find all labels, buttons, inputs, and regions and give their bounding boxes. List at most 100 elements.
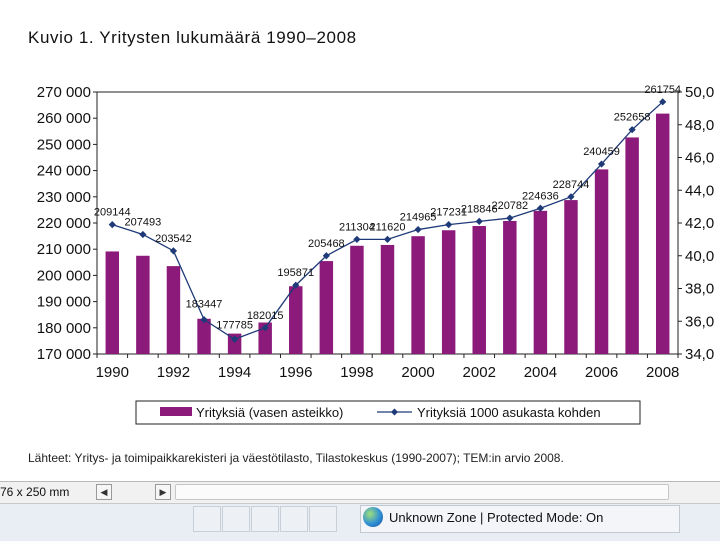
bar — [350, 245, 364, 354]
bar — [319, 261, 334, 354]
line-marker — [536, 204, 544, 212]
chart: 170 000 180 000 190 000 200 000 210 000 220 0… — [37, 84, 714, 425]
bar — [472, 226, 486, 354]
data-label: 218846 — [461, 203, 498, 215]
bar — [197, 318, 211, 354]
bar — [441, 230, 456, 354]
left-axis-label: 190 000 — [37, 294, 91, 311]
data-label: 211304 — [339, 221, 375, 233]
line-marker — [445, 221, 453, 229]
security-zone[interactable] — [360, 505, 680, 533]
bar — [227, 333, 242, 354]
left-axis-label: 180 000 — [37, 320, 91, 337]
left-axis-label: 260 000 — [37, 110, 91, 127]
x-axis-label: 2006 — [585, 364, 618, 381]
bar — [655, 113, 670, 354]
x-axis-label: 1998 — [340, 364, 373, 381]
legend-line-marker — [391, 408, 398, 416]
x-axis-label: 1990 — [96, 364, 129, 381]
bar — [136, 255, 150, 354]
bar — [411, 236, 425, 354]
line-marker — [567, 193, 575, 201]
right-axis-label: 46,0 — [685, 150, 714, 167]
left-axis-label: 210 000 — [37, 241, 91, 258]
x-axis-label: 1996 — [279, 364, 312, 381]
legend-bar-label: Yrityksiä (vasen asteikko) — [196, 405, 343, 420]
data-label: 207493 — [125, 216, 162, 228]
data-label: 203542 — [155, 233, 192, 245]
right-axis-label: 38,0 — [685, 281, 714, 298]
data-label: 211620 — [370, 221, 406, 233]
bar — [594, 169, 609, 354]
right-axis-label: 40,0 — [685, 248, 714, 265]
data-label: 177785 — [216, 319, 253, 331]
bar — [289, 286, 303, 354]
left-axis-label: 220 000 — [37, 215, 91, 232]
status-cell — [251, 506, 279, 532]
data-label: 228744 — [553, 179, 590, 191]
line-marker — [108, 221, 116, 229]
line-marker — [292, 281, 300, 289]
bar — [258, 322, 272, 354]
status-cell — [309, 506, 337, 532]
status-cell — [280, 506, 308, 532]
line-marker — [414, 225, 422, 234]
line-marker — [231, 335, 239, 343]
scroll-left-button[interactable]: ◀ — [96, 484, 112, 500]
globe-icon — [363, 507, 383, 527]
right-axis-label: 44,0 — [685, 182, 714, 199]
line-marker — [506, 214, 514, 222]
right-axis-label: 34,0 — [685, 346, 714, 363]
scroll-right-button[interactable]: ▶ — [155, 484, 171, 500]
right-axis-label: 48,0 — [685, 117, 714, 134]
x-axis-label: 1994 — [218, 364, 251, 381]
left-axis-label: 230 000 — [37, 189, 91, 206]
scroll-thumb[interactable] — [175, 484, 669, 500]
line-marker — [659, 98, 667, 106]
line-marker — [597, 160, 606, 168]
chart-title: Kuvio 1. Yritysten lukumäärä 1990–2008 — [28, 28, 357, 47]
line-marker — [322, 252, 330, 260]
page-dimensions: 76 x 250 mm — [0, 485, 70, 499]
line-marker — [628, 126, 636, 134]
x-axis-label: 2002 — [463, 364, 496, 381]
left-axis-label: 240 000 — [37, 163, 91, 180]
x-axis-label: 2008 — [646, 364, 679, 381]
status-cell — [193, 506, 221, 532]
data-label: 217231 — [430, 207, 467, 219]
data-label: 220782 — [491, 200, 528, 212]
data-label: 209144 — [94, 207, 131, 219]
left-axis-label: 170 000 — [37, 346, 91, 363]
right-axis-label: 36,0 — [685, 313, 714, 330]
bar — [380, 244, 395, 354]
data-label: 240459 — [583, 146, 620, 158]
bar — [166, 266, 181, 354]
line-marker — [383, 235, 392, 243]
x-axis-label: 2004 — [524, 364, 557, 381]
status-cell — [222, 506, 250, 532]
line-marker — [139, 230, 147, 239]
data-label: 183447 — [186, 299, 223, 311]
data-label: 214965 — [400, 212, 437, 224]
data-label: 261754 — [644, 84, 681, 96]
data-label: 182015 — [247, 310, 284, 322]
bar — [503, 220, 517, 354]
left-axis-label: 270 000 — [37, 84, 91, 101]
source-note: Lähteet: Yritys- ja toimipaikkarekisteri… — [28, 451, 564, 465]
x-axis-label: 2000 — [401, 364, 434, 381]
line-marker — [200, 316, 208, 324]
left-axis-label: 200 000 — [37, 267, 91, 284]
bar — [105, 251, 120, 354]
data-label: 252658 — [614, 112, 651, 124]
line-marker — [475, 217, 483, 225]
line-marker — [353, 235, 361, 243]
legend-bar-swatch — [160, 407, 192, 416]
x-axis-label: 1992 — [157, 364, 190, 381]
bar — [564, 200, 578, 354]
data-label: 195871 — [277, 267, 314, 279]
zone-status-text: Unknown Zone | Protected Mode: On — [389, 510, 604, 525]
data-label: 205468 — [308, 238, 345, 250]
left-axis-label: 250 000 — [37, 136, 91, 153]
right-axis-label: 50,0 — [685, 84, 714, 101]
